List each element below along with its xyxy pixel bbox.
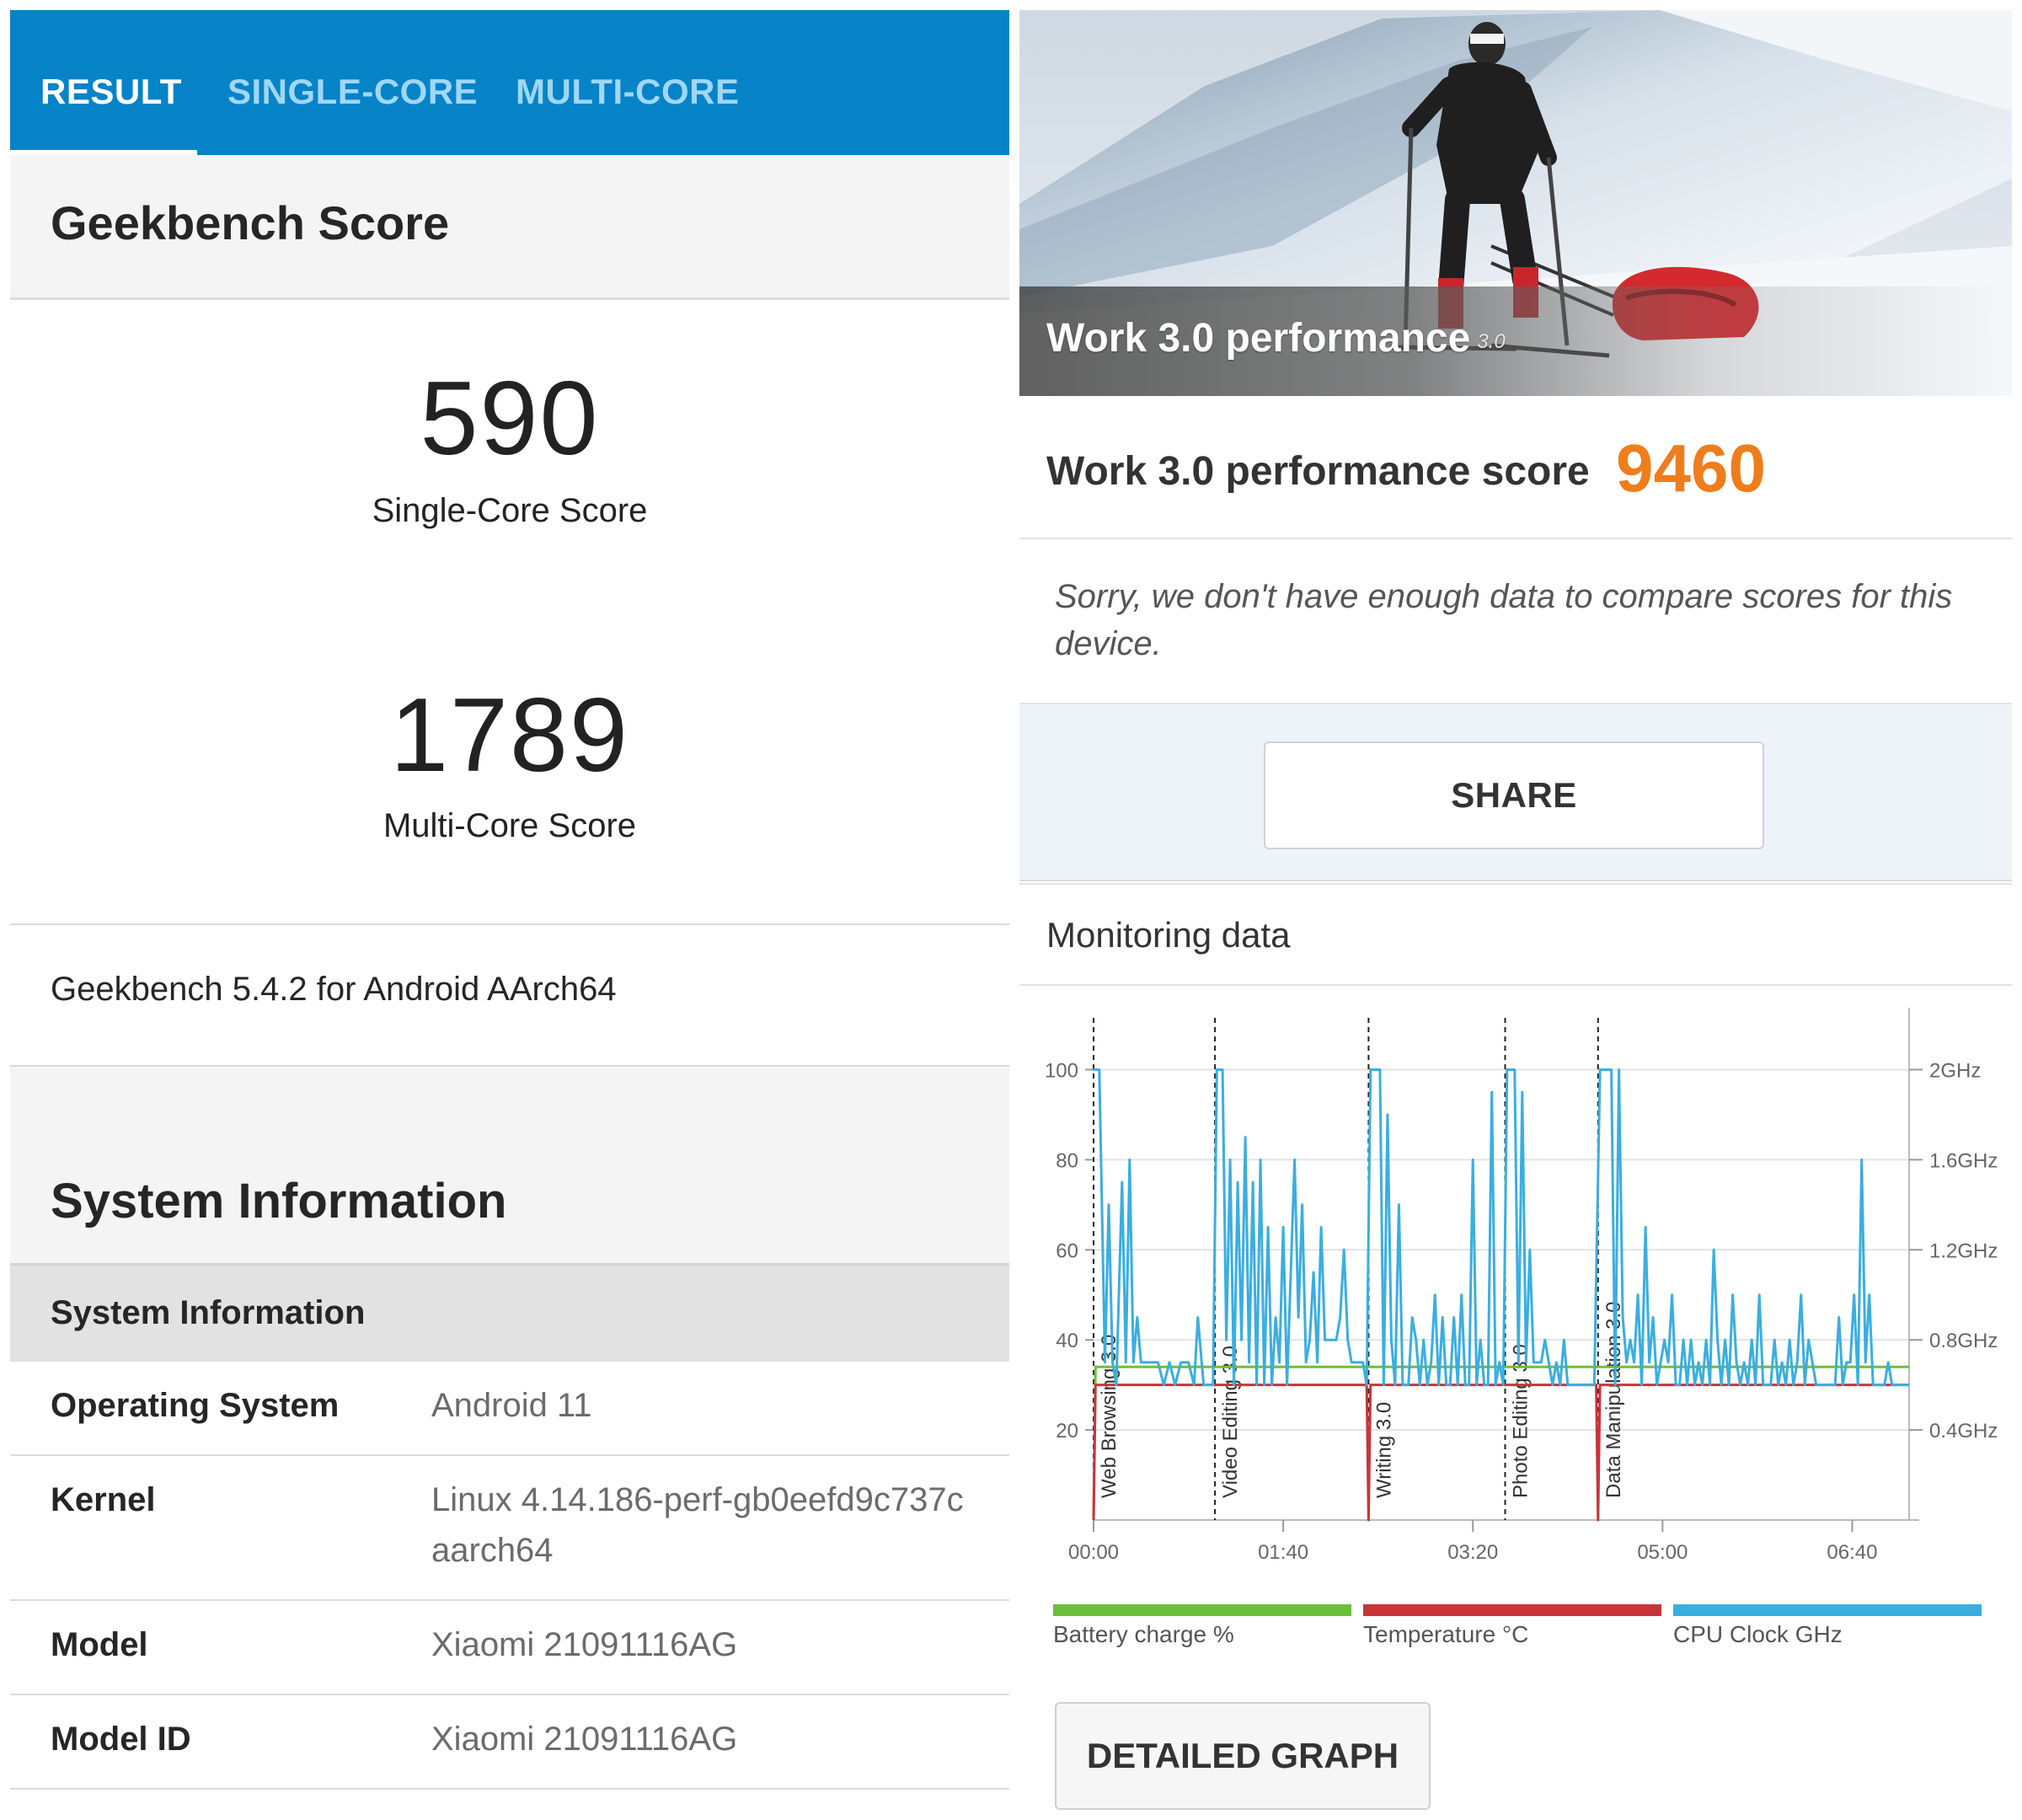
tab-bar: RESULT SINGLE-CORE MULTI-CORE xyxy=(10,10,1009,155)
pcmark-panel: Work 3.0 performance 3.0 Work 3.0 perform… xyxy=(1019,10,2012,1820)
info-key: Model xyxy=(51,1626,148,1663)
tab-result[interactable]: RESULT xyxy=(40,72,182,111)
info-row-model-id: Model ID Xiaomi 21091116AG xyxy=(10,1695,1009,1790)
active-tab-indicator xyxy=(10,150,197,155)
info-value: Android 11 xyxy=(431,1387,592,1424)
single-core-score-value: 590 xyxy=(420,361,600,477)
legend-label-cpu-clock: CPU Clock GHz xyxy=(1673,1621,1843,1647)
chart-series xyxy=(1092,1068,1909,1522)
monitoring-title: Monitoring data xyxy=(1046,915,1291,955)
hero-title: Work 3.0 performance 3.0 xyxy=(1046,315,1506,361)
y-right-tick-label: 0.8GHz xyxy=(1929,1330,1998,1352)
monitoring-chart: 20 40 60 80 100 0.4GHz 0.8GHz 1.2GHz 1.6GHz 2GHz 0… xyxy=(1045,1008,1998,1564)
series-line-cpu-clock xyxy=(1094,1068,1909,1387)
y-left-tick-label: 20 xyxy=(1056,1420,1078,1443)
y-right-tick-label: 2GHz xyxy=(1929,1059,1981,1082)
multi-core-score-value: 1789 xyxy=(390,677,629,794)
y-right-tick-label: 1.6GHz xyxy=(1929,1149,1998,1172)
subsection-title: System Information xyxy=(51,1294,366,1331)
multi-core-score-label: Multi-Core Score xyxy=(382,807,637,844)
score-section-header: Geekbench Score xyxy=(10,155,1009,300)
info-value: Linux 4.14.186-perf-gb0eefd9c737c aarch6… xyxy=(431,1481,964,1569)
info-value: Xiaomi 21091116AG xyxy=(431,1626,738,1663)
y-left-tick-label: 80 xyxy=(1056,1149,1078,1172)
score-value: 9460 xyxy=(1616,431,1766,506)
y-left-tick-label: 60 xyxy=(1056,1239,1078,1262)
geekbench-panel: RESULT SINGLE-CORE MULTI-CORE Geekbench … xyxy=(10,10,1009,1820)
legend-swatch-battery xyxy=(1053,1604,1351,1616)
info-row-kernel: Kernel Linux 4.14.186-perf-gb0eefd9c737c… xyxy=(10,1456,1009,1601)
share-area: SHARE xyxy=(1019,704,2012,881)
share-button[interactable]: SHARE xyxy=(1264,741,1764,849)
info-row-operating-system: Operating System Android 11 xyxy=(10,1362,1009,1456)
hero-banner: Work 3.0 performance 3.0 xyxy=(1019,10,2012,396)
detailed-graph-button[interactable]: DETAILED GRAPH xyxy=(1055,1702,1431,1810)
notice-text: Sorry, we don't have enough data to comp… xyxy=(1055,578,1953,662)
comparison-notice: Sorry, we don't have enough data to comp… xyxy=(1019,541,2012,704)
tab-multi-core[interactable]: MULTI-CORE xyxy=(516,72,740,111)
info-key: Operating System xyxy=(51,1387,340,1424)
workload-markers: Web Browsing 3.0 Video Editing 3.0 Writing… xyxy=(1093,1018,1625,1520)
chart-axes: 20 40 60 80 100 0.4GHz 0.8GHz 1.2GHz 1.6GHz 2GHz 0… xyxy=(1045,1008,1998,1564)
single-core-score-label: Single-Core Score xyxy=(372,492,648,529)
monitoring-header: Monitoring data xyxy=(1019,883,2012,986)
y-left-tick-label: 100 xyxy=(1045,1059,1078,1082)
info-key: Kernel xyxy=(51,1481,156,1518)
info-value: Xiaomi 21091116AG xyxy=(431,1721,738,1758)
x-tick-label: 05:00 xyxy=(1637,1541,1688,1564)
system-info-subheader: System Information xyxy=(10,1266,1009,1362)
y-right-tick-label: 0.4GHz xyxy=(1929,1420,1998,1443)
legend-label-temperature: Temperature °C xyxy=(1363,1621,1529,1647)
y-right-tick-label: 1.2GHz xyxy=(1929,1239,1998,1262)
section-title: Geekbench Score xyxy=(51,196,450,249)
legend-swatch-cpu-clock xyxy=(1673,1604,1982,1616)
x-tick-label: 03:20 xyxy=(1447,1541,1498,1564)
workload-marker-label: Writing 3.0 xyxy=(1372,1402,1395,1498)
workload-marker-label: Photo Editing 3.0 xyxy=(1510,1344,1533,1498)
legend-swatch-temperature xyxy=(1363,1604,1661,1616)
hero-version: 3.0 xyxy=(1477,330,1506,353)
x-tick-label: 00:00 xyxy=(1068,1541,1119,1564)
legend-label-battery: Battery charge % xyxy=(1053,1621,1234,1647)
divider xyxy=(10,923,1009,925)
score-row: Work 3.0 performance score 9460 xyxy=(1019,396,2012,539)
y-left-tick-label: 40 xyxy=(1056,1330,1078,1352)
x-tick-label: 01:40 xyxy=(1258,1541,1308,1564)
system-info-section-header: System Information xyxy=(10,1065,1009,1266)
hero-title-band xyxy=(1019,286,2012,396)
workload-marker-label: Video Editing 3.0 xyxy=(1219,1346,1242,1498)
section-title: System Information xyxy=(51,1174,507,1228)
x-tick-label: 06:40 xyxy=(1827,1541,1877,1564)
score-label: Work 3.0 performance score xyxy=(1046,449,1590,494)
benchmark-version: Geekbench 5.4.2 for Android AArch64 xyxy=(51,971,617,1008)
series-line-battery xyxy=(1092,1365,1909,1521)
series-line-temperature xyxy=(1092,1384,1909,1522)
hero-title-text: Work 3.0 performance xyxy=(1046,316,1471,361)
info-key: Model ID xyxy=(51,1721,191,1758)
tab-single-core[interactable]: SINGLE-CORE xyxy=(227,72,479,111)
info-row-model: Model Xiaomi 21091116AG xyxy=(10,1601,1009,1695)
